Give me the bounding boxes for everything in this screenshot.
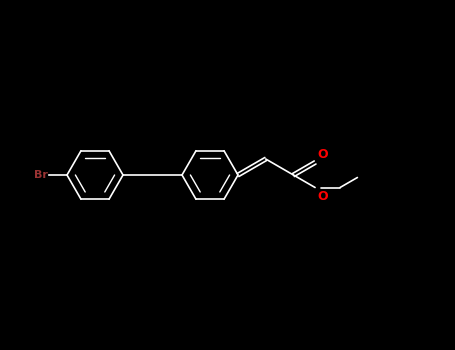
- Text: Br: Br: [34, 170, 48, 180]
- Text: O: O: [317, 189, 328, 203]
- Text: O: O: [317, 147, 328, 161]
